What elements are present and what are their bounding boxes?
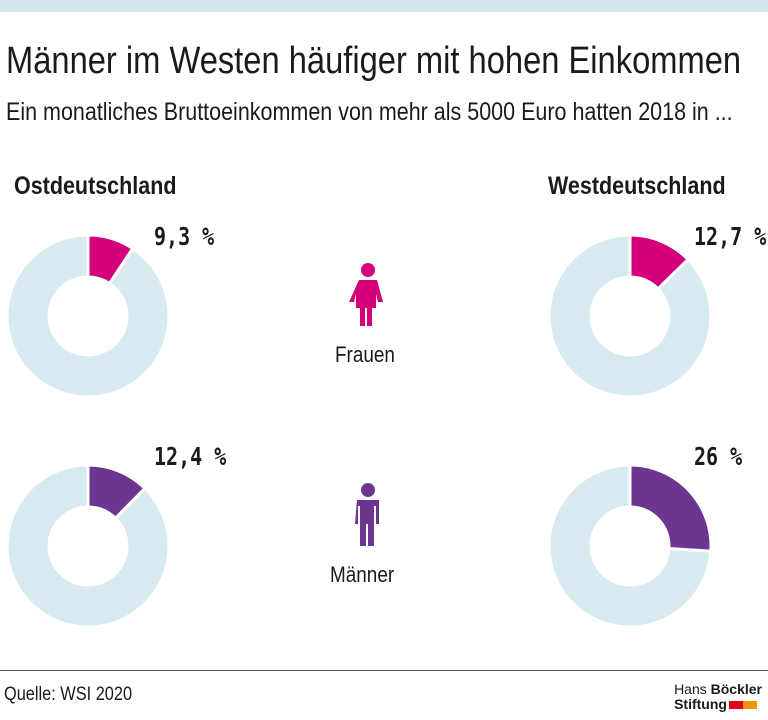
top-bar	[0, 0, 768, 12]
chart-subtitle: Ein monatliches Bruttoeinkommen von mehr…	[6, 98, 733, 126]
male-icon	[355, 483, 379, 546]
footer-divider	[0, 670, 768, 671]
value-label-west-maenner: 26 %	[694, 442, 743, 471]
donut-rest-segment-westdeutschland-männer	[547, 463, 713, 629]
region-label-west: Westdeutschland	[548, 172, 726, 200]
gender-label-maenner: Männer	[330, 562, 395, 587]
donut-value-segment-westdeutschland-frauen	[628, 233, 691, 291]
donut-rest-segment-ostdeutschland-frauen	[5, 233, 171, 399]
donut-value-segment-ostdeutschland-männer	[86, 463, 148, 521]
value-label-ost-maenner: 12,4 %	[154, 442, 227, 471]
female-icon	[349, 263, 383, 326]
donut-rest-segment-westdeutschland-frauen	[547, 233, 713, 399]
gender-label-frauen: Frauen	[335, 342, 395, 367]
chart-title: Männer im Westen häufiger mit hohen Eink…	[6, 40, 742, 82]
logo: Hans Böckler Stiftung	[674, 681, 762, 712]
value-label-west-frauen: 12,7 %	[694, 222, 767, 251]
value-label-ost-frauen: 9,3 %	[154, 222, 215, 251]
region-label-ost: Ostdeutschland	[14, 172, 177, 200]
donut-value-segment-westdeutschland-männer	[628, 463, 713, 553]
donut-value-segment-ostdeutschland-frauen	[86, 233, 135, 286]
source-note: Quelle: WSI 2020	[4, 684, 133, 705]
